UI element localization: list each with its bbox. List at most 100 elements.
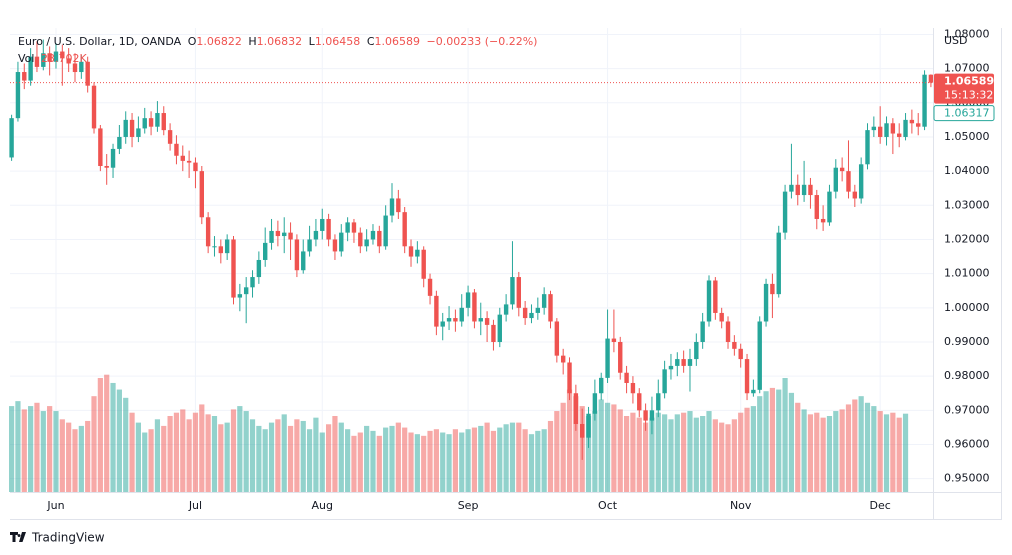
candle-body xyxy=(630,382,636,394)
volume-bar xyxy=(389,425,395,492)
candle-body xyxy=(364,239,369,247)
candle-body xyxy=(738,348,743,360)
y-tick-label: 1.01000 xyxy=(944,267,990,280)
candle-body xyxy=(104,166,109,168)
candle-body xyxy=(820,218,826,223)
volume-bar xyxy=(471,427,478,492)
change: −0.00233 (−0.22%) xyxy=(427,35,538,48)
volume-bar xyxy=(687,411,693,492)
candle-body xyxy=(256,259,262,278)
candle-body xyxy=(434,295,439,327)
volume-bar xyxy=(643,422,649,492)
candle-body xyxy=(770,283,775,295)
volume-bars xyxy=(9,374,909,492)
volume-bar xyxy=(452,429,458,492)
candle-body xyxy=(313,230,319,240)
volume-bar xyxy=(719,422,725,492)
candle-body xyxy=(383,215,388,247)
candle-body xyxy=(22,72,27,81)
volume-legend: Vol 23.702K xyxy=(18,52,87,65)
candle-body xyxy=(535,307,541,313)
volume-bar xyxy=(433,429,439,492)
volume-bar xyxy=(256,425,262,492)
volume-bar xyxy=(364,425,370,492)
candle-body xyxy=(66,58,71,64)
volume-bar xyxy=(826,416,833,492)
volume-bar xyxy=(662,414,668,492)
volume-bar xyxy=(376,435,382,492)
candle-body xyxy=(637,393,642,411)
candle-body xyxy=(332,239,338,252)
candle-body xyxy=(852,191,858,199)
h-label: H xyxy=(248,35,256,48)
candle-body xyxy=(554,321,560,356)
candle-body xyxy=(231,239,236,298)
candle-body xyxy=(358,232,363,247)
volume-bar xyxy=(592,411,598,492)
candle-body xyxy=(782,191,788,233)
candle-body xyxy=(763,283,769,322)
volume-bar xyxy=(186,419,192,492)
volume-bar xyxy=(154,419,161,492)
brand: TradingView xyxy=(10,531,105,545)
volume-bar xyxy=(858,396,864,492)
candle-body xyxy=(827,191,832,223)
second-tag: 1.06317 xyxy=(944,107,990,120)
volume-bar xyxy=(585,416,592,492)
candle-body xyxy=(117,136,122,149)
y-tick-label: 1.07000 xyxy=(944,62,990,75)
volume-bar xyxy=(795,402,801,492)
candle-body xyxy=(193,162,198,172)
volume-bar xyxy=(630,412,636,492)
volume-bar xyxy=(478,425,484,492)
candle-body xyxy=(41,53,46,67)
candle-body xyxy=(560,355,566,363)
candle-body xyxy=(47,53,52,62)
volume-bar xyxy=(693,417,699,492)
volume-bar xyxy=(205,414,211,492)
volume-bar xyxy=(218,424,224,492)
candle-body xyxy=(675,359,680,366)
volume-bar xyxy=(351,435,357,492)
volume-bar xyxy=(649,417,655,492)
candle-body xyxy=(478,318,483,322)
volume-bar xyxy=(402,427,408,492)
volume-bar xyxy=(668,419,674,492)
volume-bar xyxy=(674,414,680,492)
candle-body xyxy=(79,61,84,73)
candle-body xyxy=(28,56,33,81)
candle-body xyxy=(877,126,883,137)
volume-bar xyxy=(566,389,573,492)
x-tick-label: Jul xyxy=(188,499,202,512)
l-value: 1.06458 xyxy=(315,35,361,48)
y-tick-label: 1.00000 xyxy=(944,301,990,314)
candle-body xyxy=(611,338,617,342)
candle-body xyxy=(465,292,471,308)
candle-body xyxy=(440,321,445,327)
candle-body xyxy=(503,304,509,315)
candle-body xyxy=(224,239,230,254)
countdown: 15:13:32 xyxy=(944,89,993,102)
candle-body xyxy=(725,321,731,342)
volume-bar xyxy=(852,399,858,492)
volume-bar xyxy=(509,422,516,492)
candle-body xyxy=(884,123,889,137)
candle-body xyxy=(472,292,477,322)
volume-bar xyxy=(300,420,306,492)
volume-bar xyxy=(877,411,883,492)
symbol: Euro / U.S. Dollar, 1D, OANDA xyxy=(18,35,182,48)
candle-body xyxy=(871,126,877,131)
volume-bar xyxy=(180,409,186,492)
volume-bar xyxy=(738,412,744,492)
volume-bar xyxy=(249,419,256,492)
y-tick-label: 0.97000 xyxy=(944,403,990,416)
candle-body xyxy=(459,307,464,322)
volume-bar xyxy=(319,432,325,492)
candle-body xyxy=(339,232,344,252)
candle-body xyxy=(155,113,160,127)
candle-body xyxy=(427,278,433,296)
volume-bar xyxy=(142,432,148,492)
candle-body xyxy=(789,184,794,192)
candle-body xyxy=(123,119,128,137)
candle-body xyxy=(605,338,610,378)
